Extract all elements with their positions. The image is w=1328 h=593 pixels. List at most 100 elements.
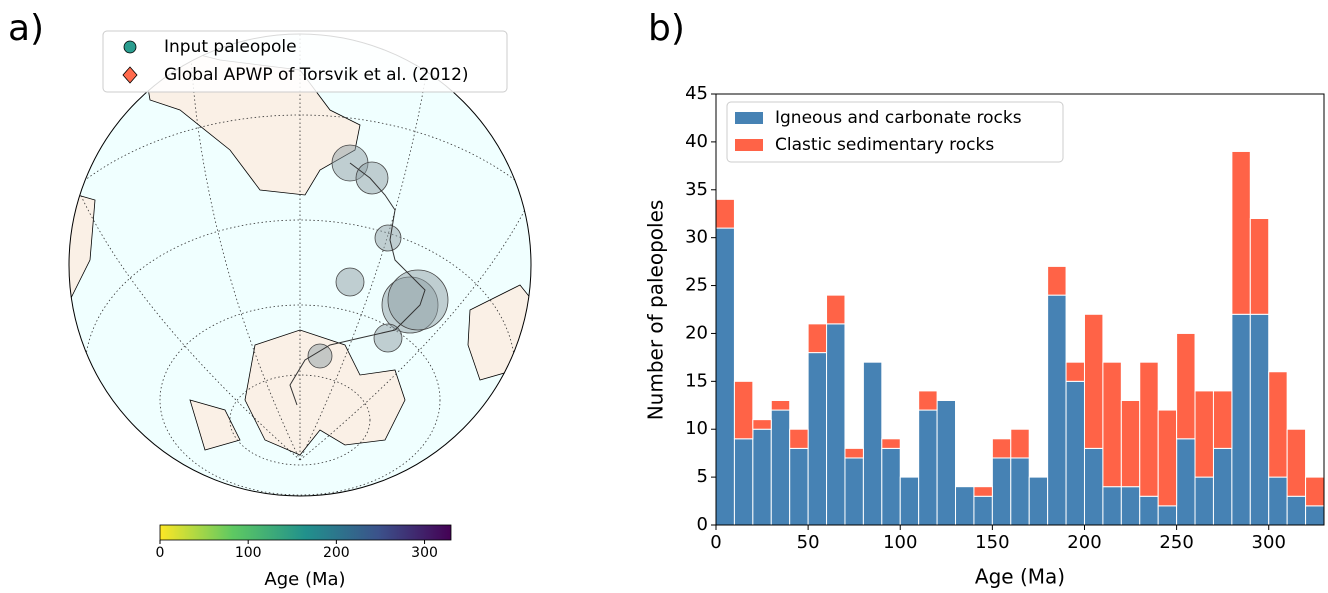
histogram: 0 50 100 150 200 250 300 0 5 10 15 20 25 30 35 40 45 Igne… [685,83,1325,553]
colorbar-tick-label: 300 [411,545,438,561]
bar [1231,313,1251,526]
bar [1102,361,1122,488]
bar [1268,476,1288,526]
colorbar-label: Age (Ma) [264,569,345,590]
bar [1120,399,1141,488]
bar [1212,447,1233,526]
bar [899,476,920,526]
bar [1010,428,1030,459]
y-tick-label: 15 [685,370,708,391]
legend-box [102,30,508,93]
bar [862,361,883,526]
bar [826,323,846,526]
bar [844,457,864,526]
legend-swatch [735,112,763,124]
y-axis-label: Number of paleopoles [644,200,668,421]
bar [1194,390,1214,478]
bar [752,428,772,526]
bar [973,486,993,497]
bar [1176,438,1196,526]
colorbar-tick-label: 0 [156,545,165,561]
bar [1249,313,1270,526]
bar [881,447,901,526]
apwp-path [289,162,426,406]
bar [715,198,735,229]
bar [1157,505,1178,526]
bar [1010,457,1030,526]
bar [955,486,975,526]
legend-marker [123,40,137,54]
legend-label: Clastic sedimentary rocks [775,135,994,155]
bar [918,390,938,411]
y-tick-label: 45 [685,83,708,104]
x-tick-label: 250 [1159,532,1193,553]
bar [918,409,938,526]
bar [1120,486,1141,526]
bar [807,323,828,354]
y-tick-label: 20 [685,322,708,343]
bar [1065,380,1085,526]
y-tick-label: 35 [685,179,708,200]
legend-swatch [735,139,763,151]
bar [1286,495,1307,526]
bar [1305,505,1325,526]
y-tick-label: 40 [685,131,708,152]
y-tick-label: 30 [685,227,708,248]
bar [973,495,993,526]
y-tick-label: 25 [685,275,708,296]
x-tick-label: 200 [1067,532,1101,553]
y-tick-label: 0 [697,514,708,535]
bar [1231,150,1251,315]
panel-label: b) [648,8,685,49]
legend-label: Input paleopole [164,37,297,57]
bar [1047,294,1067,526]
bar [1176,332,1196,440]
panel-label: a) [8,8,44,49]
bar [770,409,791,526]
bar [826,294,846,325]
bar [936,399,957,526]
ocean [69,34,531,496]
colorbar [159,524,452,541]
colorbar-tick-label: 200 [323,545,350,561]
bar [733,380,754,440]
bar [1268,371,1288,478]
bar [1083,313,1104,449]
globe [68,33,532,497]
map-legend: Input paleopole Global APWP of Torsvik e… [102,30,508,93]
bar [733,438,754,526]
bar [991,457,1012,526]
bar [770,399,791,411]
bar [1139,495,1159,526]
colorbar-tick-label: 100 [235,545,262,561]
x-tick-label: 0 [710,532,721,553]
bar [789,447,809,526]
x-tick-label: 100 [883,532,917,553]
bar [1139,361,1159,497]
bar [789,428,809,449]
bar [1286,428,1307,497]
bar [1028,476,1049,526]
bar [1249,218,1270,315]
bar [1194,476,1214,526]
bar [881,438,901,449]
bar [1305,476,1325,507]
bar [752,419,772,430]
plot-frame [715,93,1325,526]
legend-marker [122,66,138,84]
bar [1157,409,1178,507]
x-tick-label: 300 [1252,532,1286,553]
bar [715,227,735,526]
bar [1102,486,1122,526]
bar [1212,390,1233,449]
legend-label: Igneous and carbonate rocks [775,108,1022,128]
x-tick-label: 150 [975,532,1009,553]
bar [807,352,828,526]
bar [844,447,864,459]
y-tick-label: 5 [697,466,708,487]
bar [991,438,1012,459]
x-axis-label: Age (Ma) [975,565,1065,589]
y-tick-label: 10 [685,418,708,439]
